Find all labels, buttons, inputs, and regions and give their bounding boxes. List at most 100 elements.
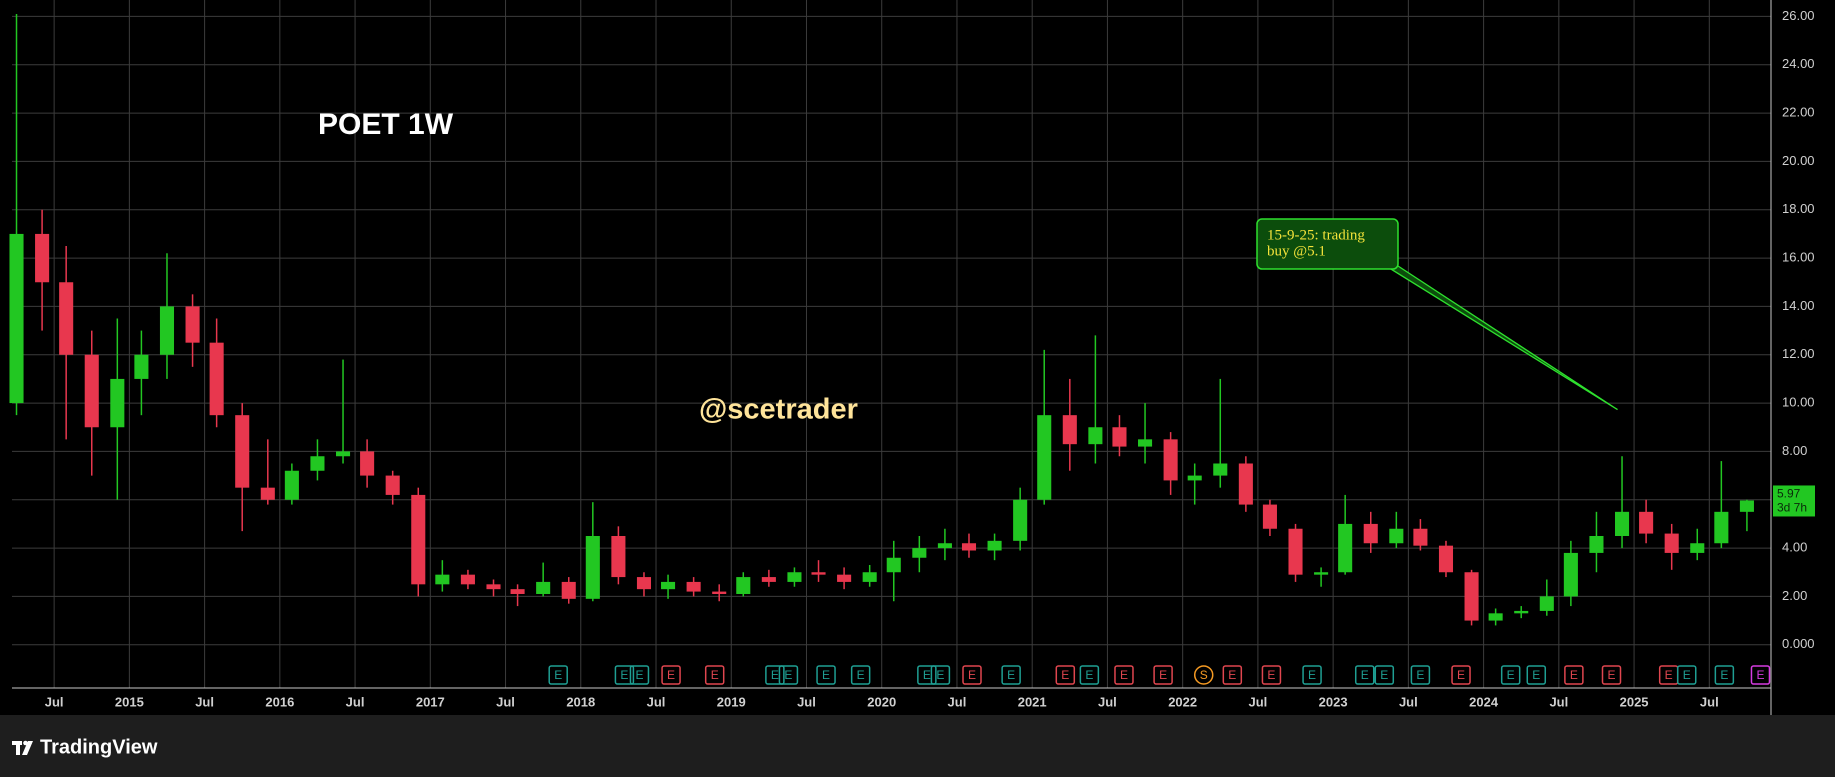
event-label: E [771, 668, 779, 682]
x-tick-label: Jul [948, 694, 967, 709]
event-label: E [1507, 668, 1515, 682]
x-tick-label: 2017 [416, 694, 445, 709]
event-label: E [620, 668, 628, 682]
candle-body [310, 456, 325, 471]
x-tick-label: 2016 [265, 694, 294, 709]
y-tick-label: 12.00 [1782, 346, 1815, 361]
watermark: @scetrader [699, 394, 858, 426]
candle-body [110, 378, 125, 428]
candle-body [486, 584, 501, 590]
event-marker [1526, 665, 1547, 685]
event-label: E [1665, 668, 1673, 682]
candle-body [1563, 552, 1578, 597]
candle-body [1589, 535, 1604, 553]
candle-body [536, 581, 551, 594]
candle-body [1363, 523, 1378, 544]
x-tick-label: Jul [1098, 694, 1117, 709]
event-marker [1153, 665, 1173, 685]
y-tick-label: 0.000 [1782, 636, 1815, 651]
event-label: E [1532, 668, 1540, 682]
candle-body [1262, 504, 1277, 529]
candle-body [761, 577, 776, 582]
event-label: E [1756, 668, 1764, 682]
event-label: E [784, 668, 792, 682]
candle-body [1438, 545, 1454, 573]
x-tick-label: Jul [45, 694, 64, 709]
candle-body [260, 487, 275, 500]
event-label: E [857, 668, 865, 682]
candle-body [35, 233, 50, 283]
candle-body [360, 451, 375, 476]
event-label: E [1061, 668, 1069, 682]
callout-text: buy @5.1 [1267, 243, 1326, 259]
brand-name: TradingView [40, 736, 158, 758]
candle-body [1062, 415, 1077, 445]
event-marker [548, 665, 568, 685]
candle-body [912, 548, 927, 558]
candle-body [84, 354, 99, 428]
event-label: E [1380, 668, 1388, 682]
x-tick-label: 2015 [115, 694, 144, 709]
event-label: E [1228, 668, 1236, 682]
event-marker [1601, 665, 1622, 685]
footer-bar [0, 715, 1835, 777]
candle-body [134, 354, 149, 379]
event-label: E [1607, 668, 1615, 682]
event-marker [1261, 665, 1282, 685]
event-label: S [1200, 668, 1208, 682]
candle-body [811, 572, 826, 575]
event-label: E [1159, 668, 1167, 682]
x-tick-label: 2020 [867, 694, 896, 709]
candle-body [1138, 439, 1153, 447]
x-tick-label: 2024 [1469, 694, 1499, 709]
x-tick-label: 2023 [1319, 694, 1348, 709]
x-tick-label: Jul [1248, 694, 1267, 709]
event-marker [1193, 665, 1214, 685]
grid [12, 0, 1771, 688]
event-label: E [1085, 668, 1093, 682]
event-label: E [554, 668, 562, 682]
candle-body [1088, 427, 1103, 445]
candle-body [411, 494, 426, 585]
event-marker [1079, 665, 1100, 685]
x-tick-label: Jul [647, 694, 666, 709]
event-label: E [1570, 668, 1578, 682]
candle-body [1664, 533, 1679, 553]
y-tick-label: 14.00 [1782, 298, 1815, 313]
candle-body [1238, 463, 1253, 505]
candle-body [1488, 613, 1503, 621]
event-marker [816, 665, 836, 685]
event-marker [1410, 665, 1431, 685]
chart-background [0, 0, 1835, 715]
y-tick-label: 2.00 [1782, 588, 1807, 603]
event-label: E [1361, 668, 1369, 682]
event-label: E [1720, 668, 1728, 682]
event-label: E [635, 668, 643, 682]
event-label: E [1457, 668, 1465, 682]
candle-body [59, 282, 74, 355]
candle-body [787, 572, 802, 582]
x-tick-label: 2022 [1168, 694, 1197, 709]
candle-body [235, 415, 250, 488]
event-marker [962, 665, 982, 685]
event-marker [1451, 665, 1471, 685]
candle-body [987, 540, 1002, 551]
last-price-box [1773, 485, 1815, 517]
event-marker [1374, 665, 1395, 685]
y-tick-label: 20.00 [1782, 153, 1815, 168]
candle-body [736, 577, 751, 594]
candle-body [1714, 511, 1729, 544]
y-tick-label: 18.00 [1782, 201, 1815, 216]
y-tick-label: 16.00 [1782, 250, 1815, 265]
candle-body [585, 535, 600, 599]
event-marker [1055, 665, 1076, 685]
x-tick-label: Jul [1700, 694, 1719, 709]
event-marker [1564, 665, 1584, 685]
candle-body [937, 543, 952, 549]
candle-body [661, 581, 676, 590]
candle-body [686, 581, 701, 592]
event-marker [778, 665, 799, 685]
event-label: E [667, 668, 675, 682]
event-marker [1714, 665, 1735, 685]
